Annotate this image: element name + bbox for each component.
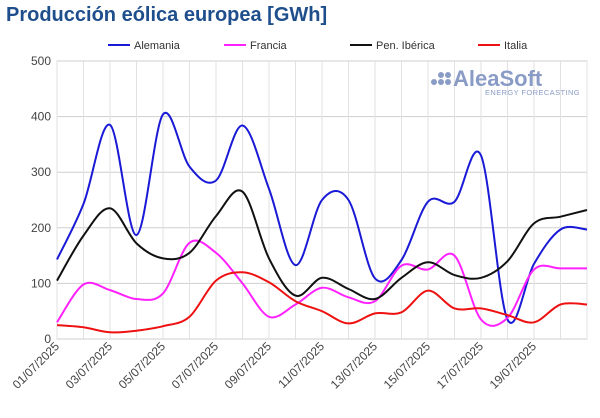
logo-dots-icon: [431, 72, 451, 85]
x-tick-label: 11/07/2025: [275, 339, 327, 391]
series-line-italia: [56, 271, 588, 334]
chart-title: Producción eólica europea [GWh]: [6, 4, 328, 26]
x-tick-label: 09/07/2025: [222, 339, 275, 392]
x-tick-label: 13/07/2025: [328, 339, 381, 392]
legend-label-francia: Francia: [250, 40, 288, 52]
x-tick-label: 19/07/2025: [487, 339, 540, 392]
series-line-francia: [56, 239, 588, 327]
y-tick-label: 400: [31, 110, 51, 124]
legend-label-alemania: Alemania: [134, 40, 181, 52]
x-tick-label: 05/07/2025: [116, 339, 169, 392]
logo-name: AleaSoft: [453, 66, 543, 91]
aleasoft-logo: AleaSoft ENERGY FORECASTING: [431, 66, 580, 97]
legend-label-pen-ib-rica: Pen. Ibérica: [376, 40, 436, 52]
x-tick-label: 17/07/2025: [434, 339, 487, 392]
legend-label-italia: Italia: [504, 40, 528, 52]
logo-tagline: ENERGY FORECASTING: [485, 88, 580, 97]
series-line-pen-ib-rica: [56, 189, 588, 301]
y-tick-label: 200: [31, 221, 51, 235]
legend: Alemania Francia Pen. Ibérica Italia: [108, 40, 528, 52]
x-tick-label: 15/07/2025: [381, 339, 434, 392]
x-tick-label: 07/07/2025: [169, 339, 222, 392]
y-tick-label: 100: [31, 276, 51, 290]
x-tick-label: 03/07/2025: [63, 339, 116, 392]
series-line-alemania: [56, 111, 588, 324]
x-tick-label: 01/07/2025: [10, 339, 63, 392]
y-tick-label: 500: [31, 54, 51, 68]
series-lines: [56, 111, 588, 334]
y-tick-label: 0: [44, 332, 51, 346]
y-tick-label: 300: [31, 165, 51, 179]
